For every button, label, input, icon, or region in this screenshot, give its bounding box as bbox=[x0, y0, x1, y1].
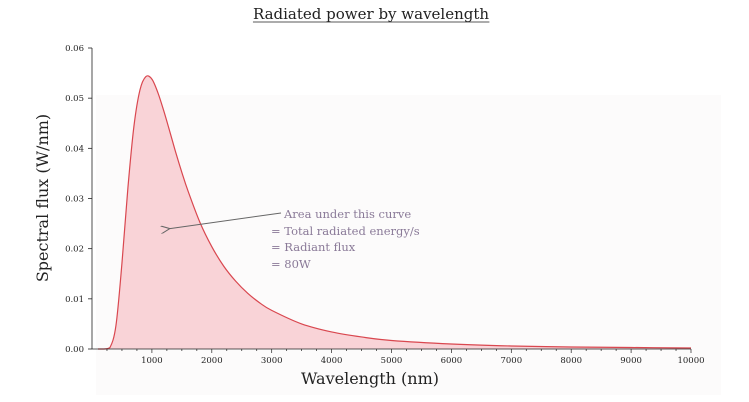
y-tick-label: 0.01 bbox=[65, 295, 84, 305]
annotation-line-2: = Total radiated energy/s bbox=[271, 224, 420, 238]
x-axis-ticks: 1000 2000 3000 4000 5000 6000 7000 8000 9000 1000… bbox=[106, 349, 705, 366]
annotation-line-3: = Radiant flux bbox=[271, 240, 356, 254]
y-tick-label: 0.00 bbox=[65, 345, 84, 355]
chart-title: Radiated power by wavelength bbox=[253, 5, 489, 23]
y-axis-ticks: 0.00 0.01 0.02 0.03 0.04 0.05 0.06 bbox=[65, 44, 92, 355]
y-tick-label: 0.02 bbox=[65, 245, 84, 255]
y-axis-title: Spectral flux (W/nm) bbox=[33, 114, 52, 282]
x-tick-label: 8000 bbox=[560, 356, 582, 366]
x-tick-label: 4000 bbox=[321, 356, 343, 366]
x-tick-label: 9000 bbox=[620, 356, 642, 366]
y-tick-label: 0.04 bbox=[65, 144, 84, 154]
x-tick-label: 10000 bbox=[677, 356, 704, 366]
annotation-line-4: = 80W bbox=[271, 257, 311, 271]
x-tick-label: 5000 bbox=[381, 356, 403, 366]
y-tick-label: 0.05 bbox=[65, 94, 84, 104]
annotation-line-1: Area under this curve bbox=[283, 207, 411, 221]
x-tick-label: 6000 bbox=[441, 356, 463, 366]
y-tick-label: 0.06 bbox=[65, 44, 84, 54]
annotation-arrow bbox=[170, 212, 282, 229]
x-tick-label: 3000 bbox=[261, 356, 283, 366]
x-tick-label: 1000 bbox=[141, 356, 163, 366]
x-tick-label: 2000 bbox=[201, 356, 223, 366]
x-tick-label: 7000 bbox=[500, 356, 522, 366]
y-tick-label: 0.03 bbox=[65, 195, 84, 205]
series-line bbox=[97, 75, 692, 350]
area-fill bbox=[97, 75, 692, 349]
x-axis-title: Wavelength (nm) bbox=[301, 369, 439, 388]
